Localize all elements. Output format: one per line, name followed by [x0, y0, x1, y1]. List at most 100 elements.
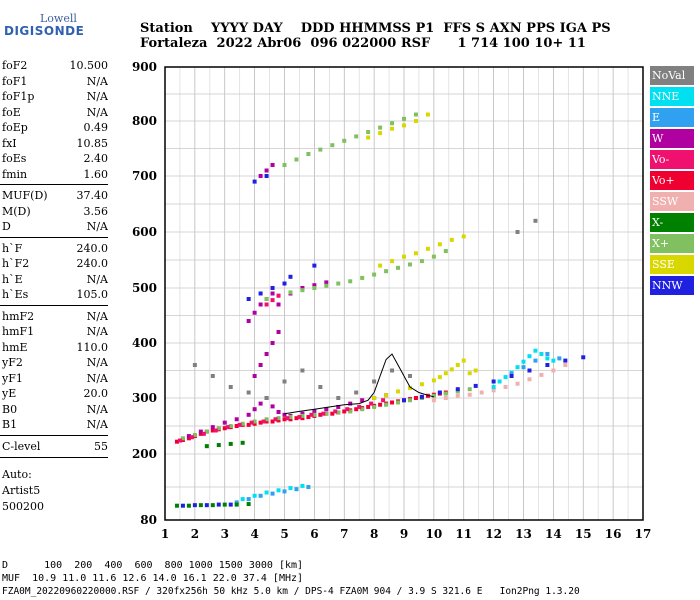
series-vo-point: [297, 415, 302, 420]
series-sse-point: [413, 119, 418, 123]
series-x-point: [216, 426, 221, 431]
series-x-point: [174, 503, 179, 508]
series-vo-point: [309, 412, 314, 417]
series-e-point: [282, 489, 287, 494]
series-nne-point: [497, 379, 502, 384]
series-nnw-point: [270, 286, 275, 290]
series-nnw-point: [258, 291, 263, 296]
series-vo-point: [246, 422, 251, 427]
param-label: fmin: [2, 167, 28, 181]
series-vo-point: [276, 293, 281, 298]
y-axis-ticks: 80 200 300 400 500 600 700 800 900: [132, 60, 157, 527]
series-w-point: [276, 330, 281, 334]
series-e-point: [234, 500, 239, 505]
series-w-point: [258, 302, 263, 307]
param-label: foF1p: [2, 90, 35, 103]
param-separator: [0, 456, 108, 458]
series-ssw-point: [539, 372, 544, 377]
param-clevel: C-level 55: [2, 440, 108, 455]
series-ssw-point: [431, 398, 436, 403]
x-tick-label: 14: [545, 527, 562, 541]
series-x-point: [467, 387, 472, 392]
series-sse-point: [437, 375, 442, 380]
series-w-point: [270, 404, 275, 409]
series-noval-point: [390, 368, 395, 373]
series-w-point: [264, 168, 269, 173]
param-label: yF2: [2, 356, 23, 369]
param-fof1p: foF1p N/A: [2, 90, 108, 105]
legend-entry-nne: NNE: [650, 87, 694, 106]
auto-info-line: 500200: [2, 499, 44, 513]
param-value: N/A: [86, 105, 108, 119]
series-sse-point: [437, 242, 442, 247]
series-nnw-point: [455, 387, 460, 392]
chart-grid: [164, 66, 644, 521]
series-noval-point: [282, 379, 287, 384]
series-x-point: [431, 254, 436, 259]
param-d: D N/A: [2, 220, 108, 235]
series-vo-point: [378, 402, 383, 407]
series-nnw-point: [192, 503, 197, 508]
series-noval-point: [192, 363, 197, 367]
legend-entry-vo: Vo+: [650, 171, 694, 190]
series-x-point: [443, 249, 448, 254]
series-noval-point: [228, 385, 233, 389]
series-sse-point: [366, 135, 371, 140]
series-x-point: [336, 410, 341, 415]
series-x-point: [252, 419, 257, 424]
y-tick-label: 800: [132, 114, 157, 128]
series-x-point: [336, 281, 341, 286]
series-nnw-point: [252, 179, 257, 184]
series-ssw-point: [527, 377, 532, 382]
param-separator: [0, 434, 108, 436]
series-w-point: [234, 417, 239, 422]
series-nne-point: [533, 348, 538, 353]
series-ssw-point: [563, 363, 568, 367]
param-hmf1: hmF1 N/A: [2, 325, 108, 340]
series-w-point: [270, 341, 275, 345]
legend-entry-x: X+: [650, 234, 694, 253]
series-nnw-point: [312, 263, 317, 268]
auto-info-line: Artist5: [2, 483, 41, 497]
series-ssw-point: [503, 385, 508, 389]
series-vo-point: [321, 411, 326, 416]
series-nne-point: [521, 359, 526, 364]
legend-entry-ssw: SSW: [650, 192, 694, 211]
series-x-point: [318, 147, 323, 152]
series-nnw-point: [246, 297, 251, 301]
logo-digisonde: DIGISONDE: [4, 24, 85, 38]
param-label: yE: [2, 387, 17, 400]
series-sse-point: [372, 396, 377, 400]
param-fmin: fmin 1.60: [2, 168, 108, 183]
series-nne-point: [252, 493, 257, 498]
param-label: M(D): [2, 204, 31, 218]
series-nne-point: [276, 488, 281, 493]
series-x-point: [264, 297, 269, 301]
series-x-point: [228, 424, 233, 428]
param-mufd: MUF(D) 37.40: [2, 189, 108, 204]
param-hf2: h`F2 240.0: [2, 257, 108, 272]
param-ye: yE 20.0: [2, 387, 108, 402]
auto-info-line: Auto:: [2, 467, 32, 481]
series-noval-point: [336, 396, 341, 400]
series-vo-point: [213, 428, 218, 433]
series-vo-point: [234, 424, 239, 428]
series-x-point: [282, 163, 287, 167]
series-x-point: [312, 412, 317, 417]
series-nnw-point: [180, 503, 185, 508]
param-he: h`E N/A: [2, 273, 108, 288]
param-value: 240.0: [76, 241, 109, 255]
series-vo-point: [285, 416, 290, 421]
series-vo-point: [282, 417, 287, 422]
param-label: C-level: [2, 439, 41, 453]
param-value: 37.40: [76, 189, 109, 202]
series-e-point: [557, 356, 562, 361]
param-hme: hmE 110.0: [2, 341, 108, 356]
x-tick-label: 15: [575, 527, 592, 541]
series-vo-point: [413, 396, 418, 400]
series-vo-point: [225, 425, 230, 430]
param-label: foF1: [2, 74, 28, 88]
series-nne-point: [539, 352, 544, 356]
series-w-point: [300, 286, 305, 290]
series-vo-point: [390, 400, 395, 405]
